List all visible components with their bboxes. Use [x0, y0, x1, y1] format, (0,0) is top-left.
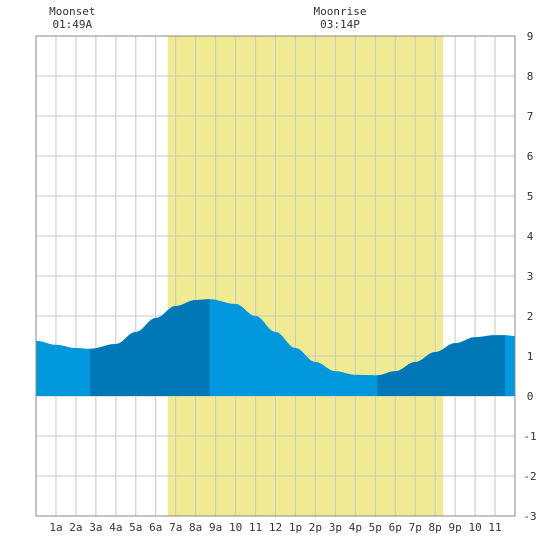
- y-tick-label: 5: [527, 190, 534, 203]
- x-tick-label: 5a: [129, 521, 142, 534]
- moon-event-time: 01:49A: [52, 18, 92, 31]
- y-tick-label: 0: [527, 390, 534, 403]
- x-tick-label: 5p: [369, 521, 382, 534]
- y-tick-label: -1: [523, 430, 536, 443]
- x-tick-label: 9a: [209, 521, 222, 534]
- y-tick-label: -3: [523, 510, 536, 523]
- x-tick-label: 1p: [289, 521, 302, 534]
- x-tick-label: 8a: [189, 521, 202, 534]
- y-tick-label: -2: [523, 470, 536, 483]
- y-tick-label: 6: [527, 150, 534, 163]
- x-tick-label: 4p: [349, 521, 362, 534]
- y-tick-label: 9: [527, 30, 534, 43]
- x-tick-label: 7a: [169, 521, 182, 534]
- y-tick-label: 1: [527, 350, 534, 363]
- x-tick-label: 3a: [89, 521, 102, 534]
- tide-area-layer: [36, 299, 515, 396]
- x-tick-label: 7p: [409, 521, 422, 534]
- y-axis-ticks: -3 -2 -1 0 1 2 3 4 5 6 7 8 9: [523, 30, 536, 523]
- y-tick-label: 7: [527, 110, 534, 123]
- x-tick-label: 12: [269, 521, 282, 534]
- x-tick-label: 4a: [109, 521, 122, 534]
- x-tick-label: 6a: [149, 521, 162, 534]
- x-tick-label: 11: [488, 521, 501, 534]
- y-tick-label: 8: [527, 70, 534, 83]
- plot-frame-layer: [35, 35, 516, 517]
- moon-event-time: 03:14P: [320, 18, 360, 31]
- tide-area-dark-segment: [89, 299, 210, 396]
- x-tick-label: 6p: [389, 521, 402, 534]
- y-tick-label: 3: [527, 270, 534, 283]
- x-tick-label: 11: [249, 521, 262, 534]
- y-tick-label: 2: [527, 310, 534, 323]
- y-tick-label: 4: [527, 230, 534, 243]
- x-tick-label: 8p: [429, 521, 442, 534]
- x-axis-ticks: 1a 2a 3a 4a 5a 6a 7a 8a 9a 10 11 12 1p 2p 3p 4p 5p 6p 7p 8p…: [49, 521, 501, 534]
- tide-area-dark-segment: [377, 335, 506, 396]
- moon-event-title: Moonset: [49, 5, 95, 18]
- x-tick-label: 10: [229, 521, 242, 534]
- x-tick-label: 9p: [449, 521, 462, 534]
- x-tick-label: 3p: [329, 521, 342, 534]
- plot-frame: [35, 35, 516, 517]
- x-tick-label: 2p: [309, 521, 322, 534]
- x-tick-label: 2a: [69, 521, 82, 534]
- moon-event-title: Moonrise: [313, 5, 366, 18]
- x-tick-label: 1a: [49, 521, 62, 534]
- x-tick-label: 10: [468, 521, 481, 534]
